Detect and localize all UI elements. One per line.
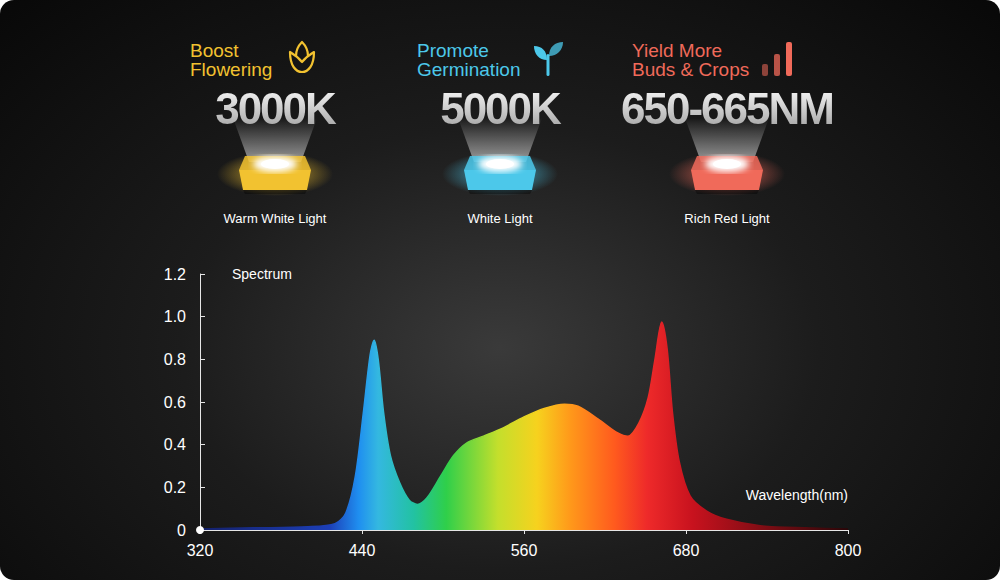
- svg-text:Wavelength(nm): Wavelength(nm): [746, 487, 848, 503]
- svg-text:1.0: 1.0: [164, 308, 186, 325]
- html-text:Germination: Germination: [417, 58, 521, 80]
- svg-text:1.2: 1.2: [164, 266, 186, 283]
- html-text:5000K: 5000K: [440, 84, 560, 133]
- svg-text:440: 440: [349, 542, 376, 559]
- svg-text:320: 320: [187, 542, 214, 559]
- svg-text:0.8: 0.8: [164, 351, 186, 368]
- svg-text:0: 0: [177, 522, 186, 539]
- html-text:Boost: Boost: [190, 39, 239, 61]
- svg-text:0.4: 0.4: [164, 436, 186, 453]
- svg-text:800: 800: [835, 542, 862, 559]
- html-text:Buds & Crops: Buds & Crops: [632, 58, 750, 80]
- html-text:White Light: White Light: [467, 211, 533, 226]
- html-text:650-665NM: 650-665NM: [621, 84, 833, 133]
- html-text:3000K: 3000K: [215, 84, 335, 133]
- svg-text:680: 680: [673, 542, 700, 559]
- html-text:Promote: Promote: [417, 39, 489, 61]
- svg-text:Spectrum: Spectrum: [232, 266, 292, 282]
- html-text:Rich Red Light: Rich Red Light: [684, 211, 770, 226]
- html-text:Warm White Light: Warm White Light: [223, 211, 327, 226]
- html-text:Flowering: Flowering: [190, 58, 273, 80]
- svg-text:0.2: 0.2: [164, 479, 186, 496]
- html-text:Yield More: Yield More: [632, 39, 723, 61]
- svg-text:560: 560: [511, 542, 538, 559]
- svg-text:0.6: 0.6: [164, 394, 186, 411]
